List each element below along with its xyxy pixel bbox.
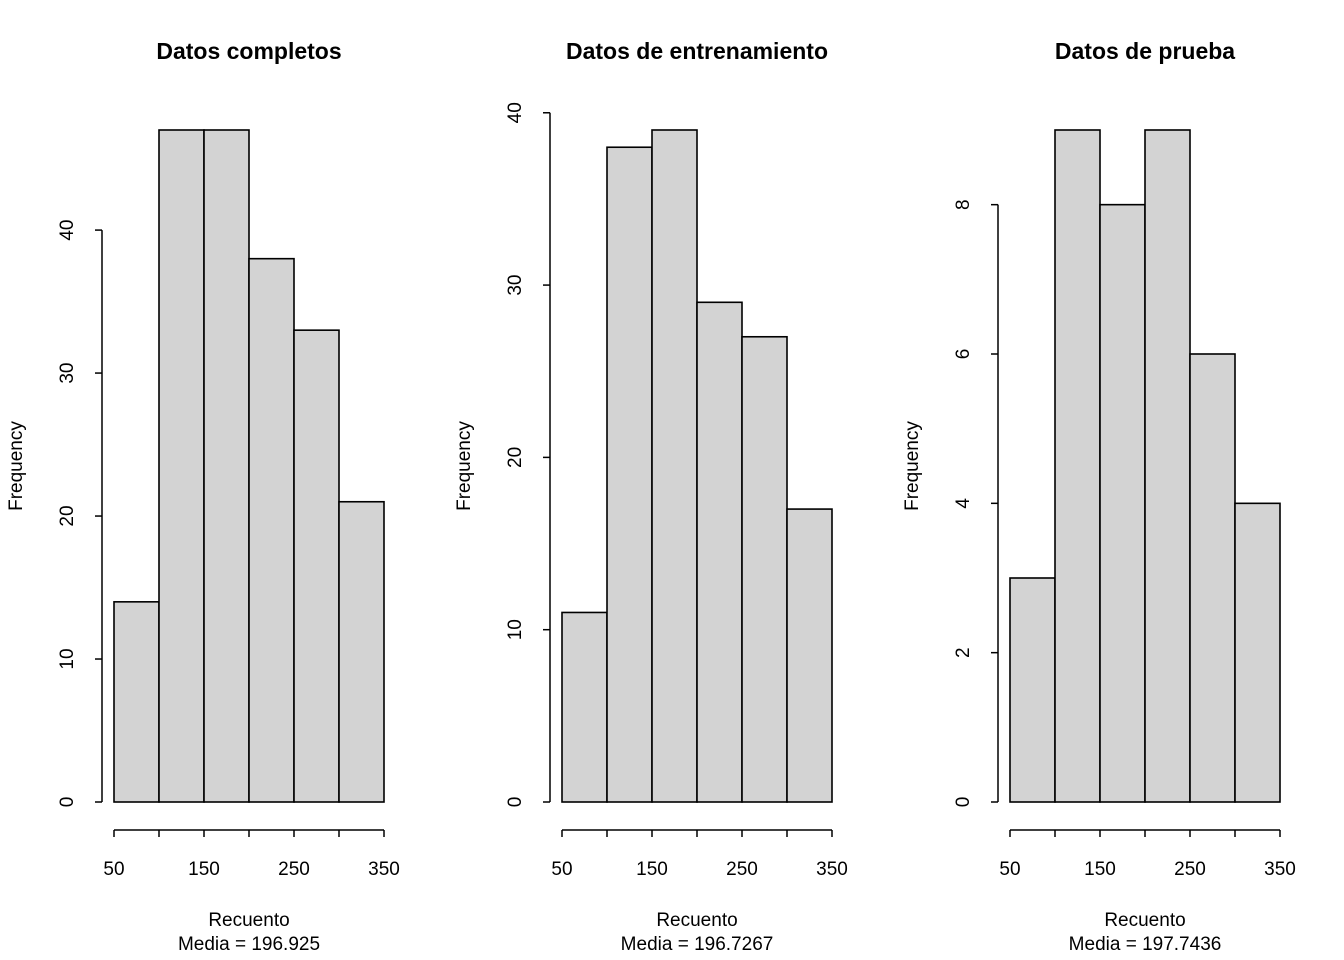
y-tick-label: 20	[505, 447, 526, 468]
bar	[1009, 577, 1056, 803]
y-axis-label: Frequency	[6, 421, 27, 511]
y-tick-label: 10	[57, 648, 78, 669]
subtitle: Media = 196.7267	[621, 934, 774, 955]
bar	[606, 146, 653, 803]
bar	[113, 601, 160, 803]
y-tick-label: 20	[57, 505, 78, 526]
y-tick-label: 0	[953, 797, 974, 808]
y-tick-label: 8	[953, 199, 974, 210]
y-axis-label: Frequency	[902, 421, 923, 511]
subtitle: Media = 197.7436	[1069, 934, 1222, 955]
bar	[1054, 129, 1101, 803]
x-tick-label: 250	[1174, 859, 1206, 880]
y-tick-label: 0	[505, 797, 526, 808]
bar	[1144, 129, 1191, 803]
x-tick-label: 350	[368, 859, 400, 880]
bar	[203, 129, 250, 803]
x-tick-label: 250	[726, 859, 758, 880]
bar	[741, 335, 788, 803]
x-tick-label: 150	[188, 859, 220, 880]
bar	[1099, 203, 1146, 803]
x-tick-label: 150	[636, 859, 668, 880]
x-axis-label: Recuento	[656, 910, 737, 931]
x-tick-label: 50	[551, 859, 572, 880]
x-tick-label: 250	[278, 859, 310, 880]
bar	[248, 257, 295, 803]
x-tick-label: 350	[816, 859, 848, 880]
x-tick-label: 50	[103, 859, 124, 880]
subtitle: Media = 196.925	[178, 934, 320, 955]
bar	[696, 301, 743, 803]
bar	[561, 611, 608, 803]
bar	[338, 500, 385, 803]
y-tick-label: 30	[505, 275, 526, 296]
chart-title: Datos de prueba	[1055, 38, 1235, 64]
bar	[1189, 353, 1236, 803]
y-tick-label: 0	[57, 797, 78, 808]
y-tick-label: 2	[953, 647, 974, 658]
x-tick-label: 50	[999, 859, 1020, 880]
bar	[158, 129, 205, 803]
bar	[293, 329, 340, 803]
bar	[786, 508, 833, 803]
x-tick-label: 350	[1264, 859, 1296, 880]
y-tick-label: 30	[57, 362, 78, 383]
x-axis-label: Recuento	[1104, 910, 1185, 931]
y-axis-label: Frequency	[454, 421, 475, 511]
chart-title: Datos completos	[156, 38, 341, 64]
bar	[1234, 502, 1281, 803]
x-axis-label: Recuento	[208, 910, 289, 931]
y-tick-label: 6	[953, 349, 974, 360]
bar	[651, 129, 698, 803]
y-tick-label: 40	[57, 220, 78, 241]
y-tick-label: 40	[505, 102, 526, 123]
x-tick-label: 150	[1084, 859, 1116, 880]
y-tick-label: 4	[953, 498, 974, 509]
y-tick-label: 10	[505, 619, 526, 640]
chart-title: Datos de entrenamiento	[566, 38, 828, 64]
